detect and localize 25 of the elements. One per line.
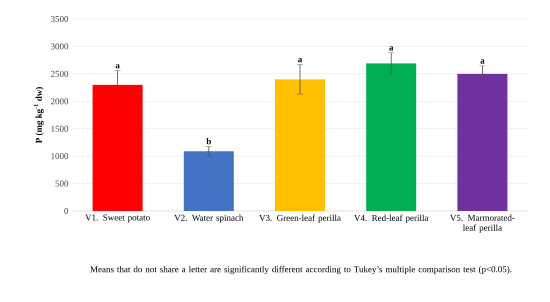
y-axis-title: P (mg kg$^{-1}$ dw) [34, 87, 44, 144]
annotation: a [116, 64, 120, 68]
y-tick-label: 500 [56, 180, 68, 187]
x-tick-label: V2. Water spinach [174, 214, 244, 223]
bar [366, 63, 416, 211]
y-tick-label: 1000 [51, 153, 68, 160]
x-tick-label: V3. Green-leaf perilla [259, 214, 341, 223]
x-tick-label: V5. Marmorated-leaf perilla [450, 214, 515, 233]
bar [184, 151, 234, 211]
annotation: a [480, 59, 485, 64]
y-tick-label: 2000 [50, 98, 68, 104]
bar [92, 84, 143, 211]
y-tick-label: 3500 [50, 16, 68, 22]
y-tick-label: 1500 [51, 126, 68, 132]
bar [275, 79, 326, 211]
text: Means that do not share a letter are significantly different according to Tukey’s multiple comparison test (p<0.05). [90, 266, 512, 274]
y-tick-label: 0 [64, 208, 68, 214]
annotation: a [298, 58, 302, 62]
x-tick-label: V1. Sweet potato [85, 214, 150, 222]
y-tick-label: 2500 [50, 70, 68, 77]
annotation: b [206, 138, 211, 144]
x-tick-label: V4. Red-leaf perilla [354, 214, 428, 223]
annotation: a [389, 46, 394, 51]
y-tick-label: 3000 [50, 43, 68, 50]
bar [457, 74, 508, 211]
